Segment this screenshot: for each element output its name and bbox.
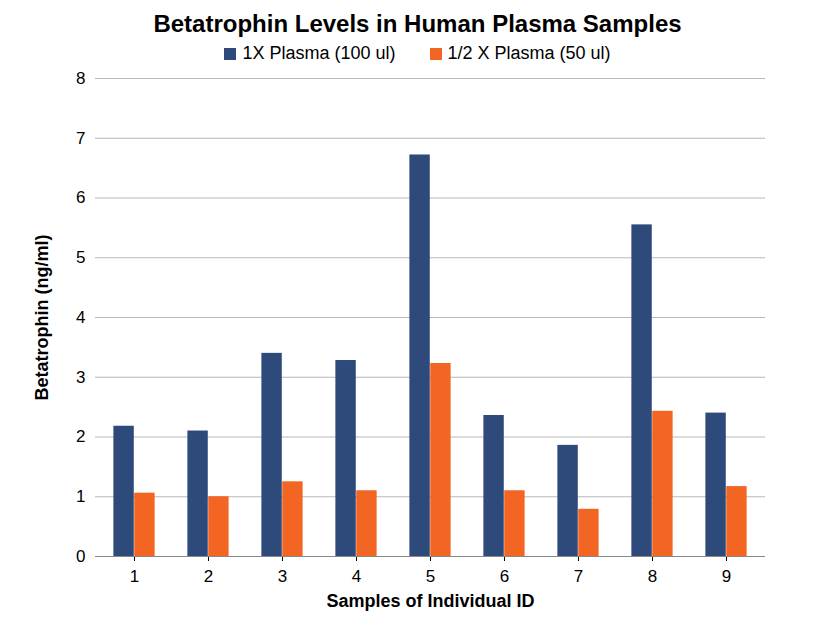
- svg-text:4: 4: [352, 567, 361, 586]
- svg-text:0: 0: [76, 547, 85, 566]
- svg-text:5: 5: [426, 567, 435, 586]
- html-text:Betatrophin Levels in Human Pl: Betatrophin Levels in Human Plasma Sampl…: [153, 10, 682, 37]
- svg-text:7: 7: [574, 567, 583, 586]
- html-text:1/2 X Plasma (50 ul): 1/2 X Plasma (50 ul): [447, 42, 611, 63]
- svg-text:2: 2: [76, 427, 85, 446]
- svg-text:4: 4: [76, 308, 85, 327]
- svg-text:3: 3: [278, 567, 287, 586]
- svg-text:2: 2: [204, 567, 213, 586]
- svg-text:7: 7: [76, 129, 85, 148]
- svg-text:6: 6: [76, 188, 85, 207]
- html-text:1X Plasma (100 ul): 1X Plasma (100 ul): [242, 42, 396, 63]
- svg-text:3: 3: [76, 368, 85, 387]
- svg-text:Betatrophin (ng/ml): Betatrophin (ng/ml): [32, 235, 52, 401]
- svg-text:6: 6: [500, 567, 509, 586]
- svg-text:1: 1: [130, 567, 139, 586]
- svg-text:8: 8: [648, 567, 657, 586]
- svg-text:5: 5: [76, 248, 85, 267]
- svg-text:Samples of Individual ID: Samples of Individual ID: [326, 591, 534, 611]
- svg-text:9: 9: [722, 567, 731, 586]
- svg-text:1: 1: [76, 487, 85, 506]
- svg-text:8: 8: [76, 69, 85, 88]
